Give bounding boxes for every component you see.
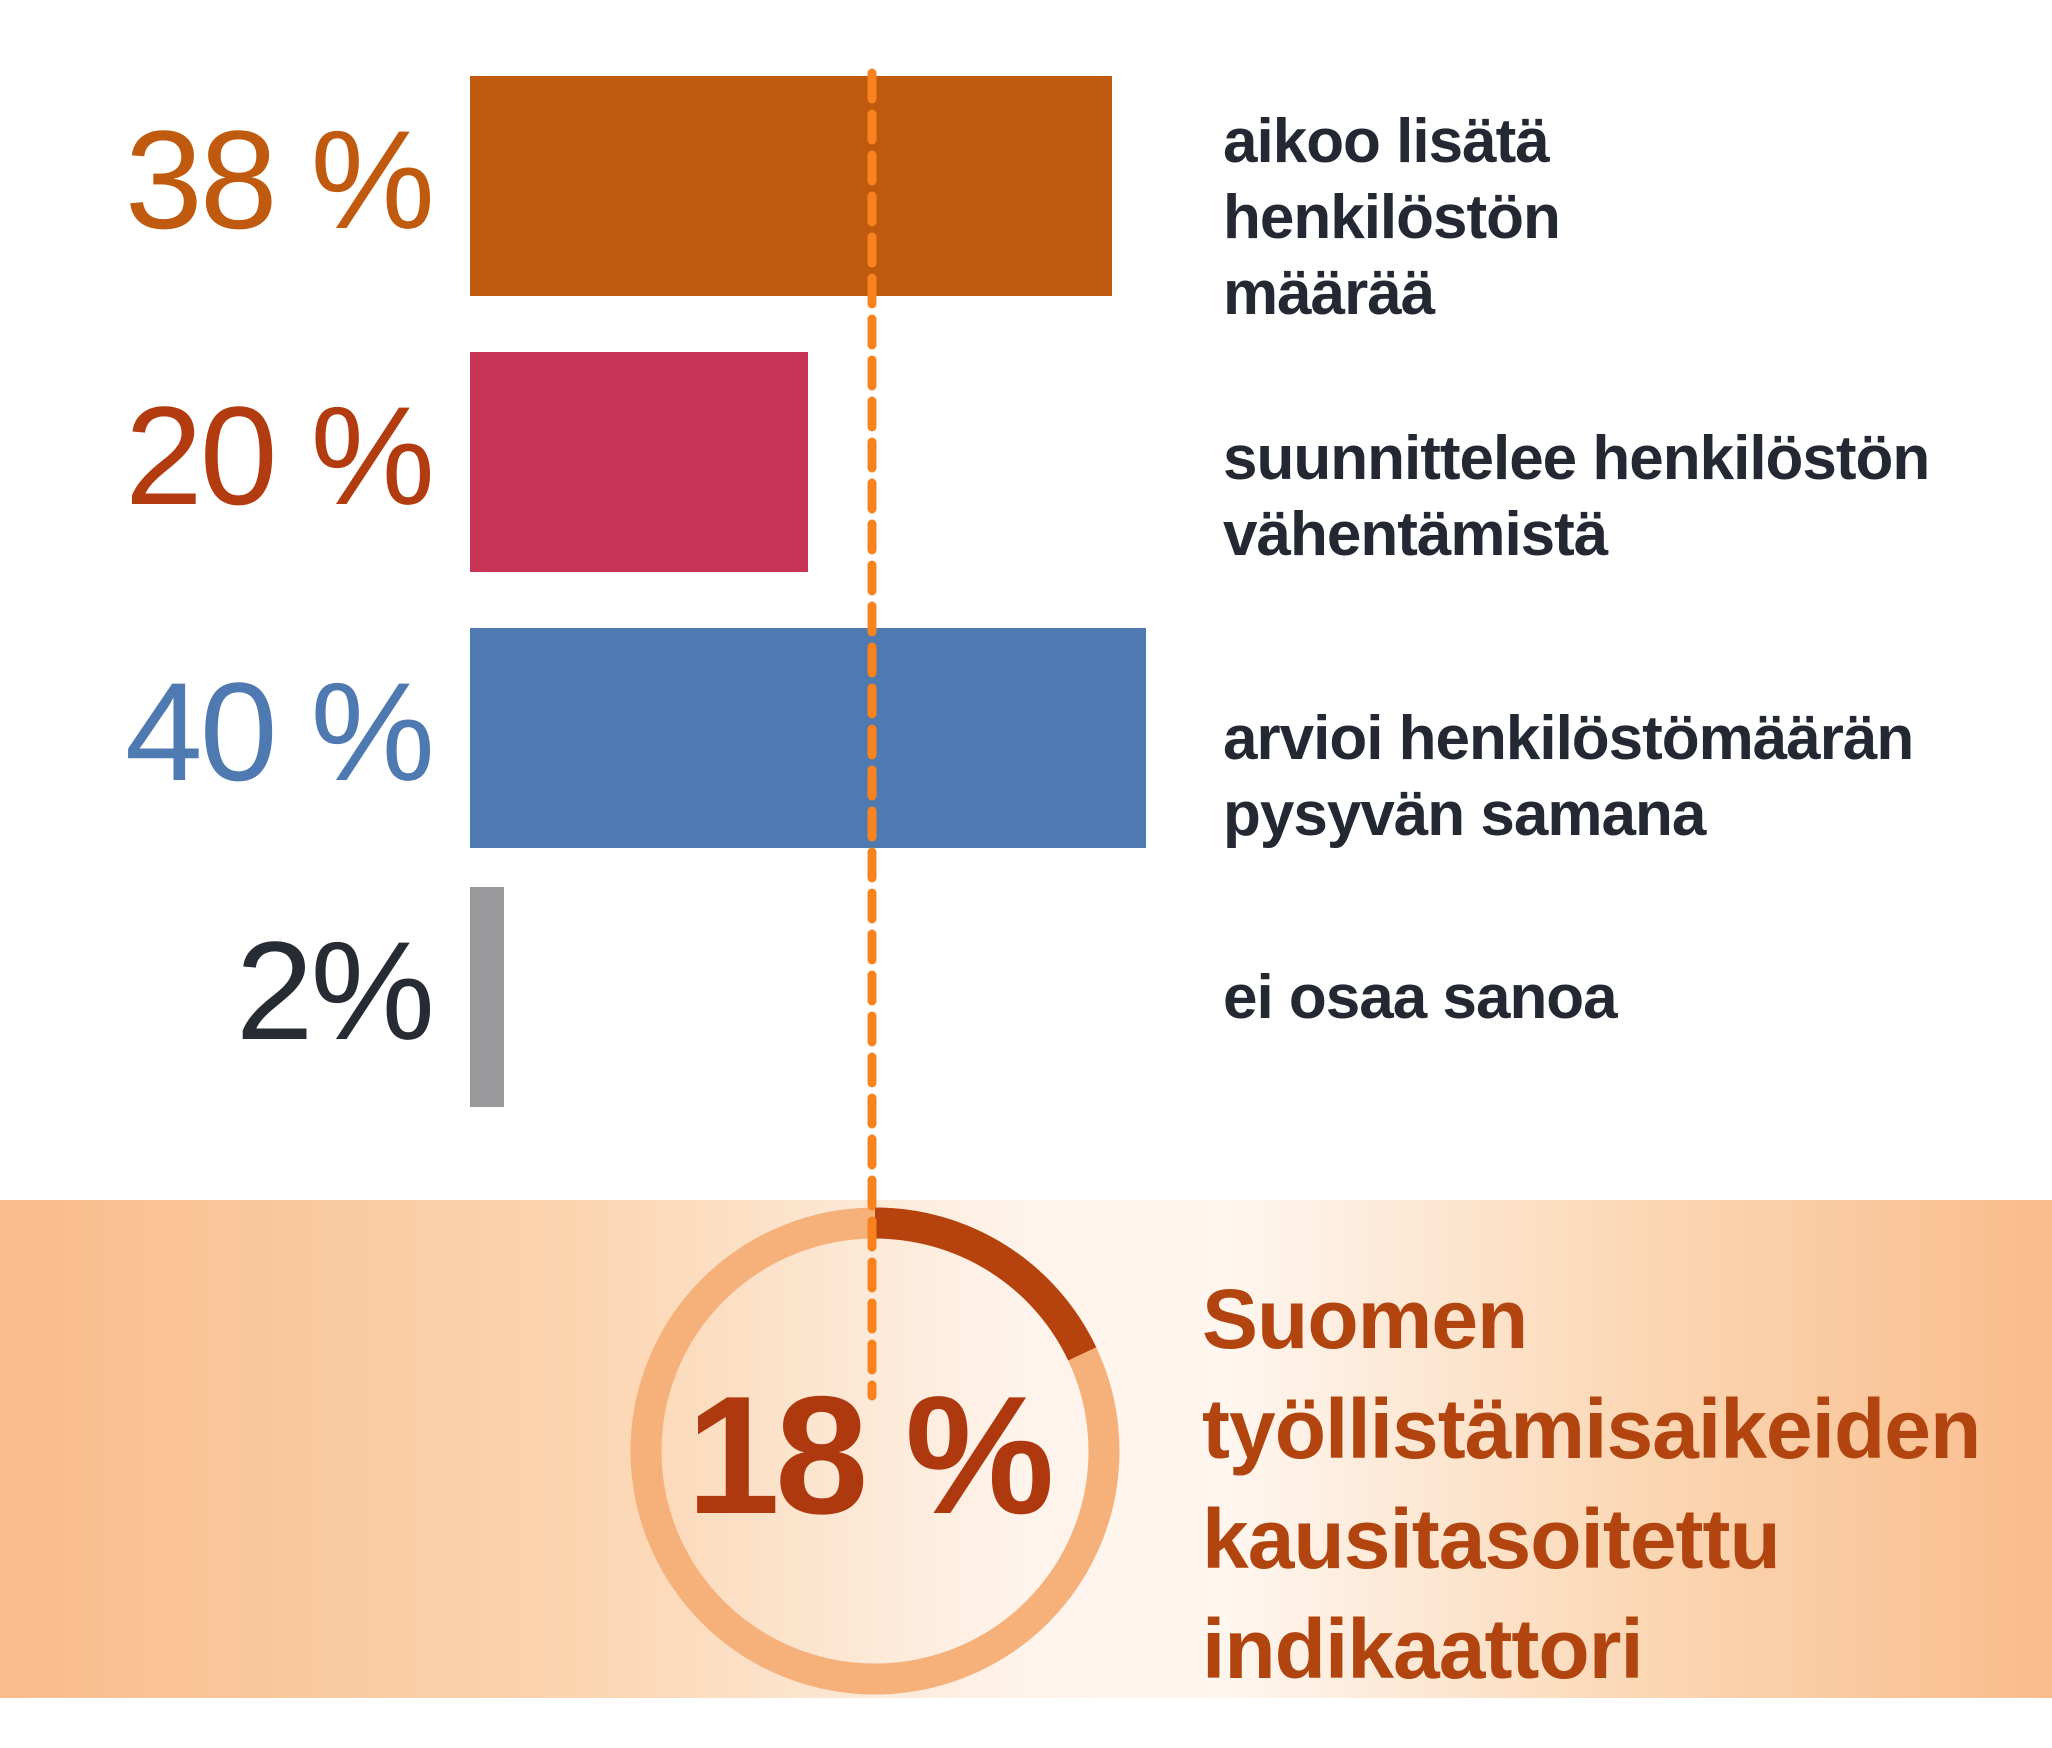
bar-value-label: 40 % <box>124 653 435 810</box>
bar-description-line: suunnittelee henkilöstön <box>1223 424 1930 493</box>
bar-value-label: 20 % <box>124 377 435 534</box>
indicator-title: Suomen työllistämisaikeiden kausitasoite… <box>1202 1264 2022 1704</box>
indicator-title-line: työllistämisaikeiden <box>1202 1382 1981 1476</box>
bar <box>470 76 1112 296</box>
bar <box>470 352 808 572</box>
indicator-title-line: Suomen <box>1202 1272 1528 1366</box>
bar-description: ei osaa sanoa <box>1223 960 2023 1036</box>
bar-description-line: ei osaa sanoa <box>1223 963 1618 1032</box>
bar <box>470 628 1146 848</box>
indicator-value: 18 % <box>686 1361 1055 1549</box>
bar-value-label: 38 % <box>124 101 435 258</box>
indicator-title-line: indikaattori <box>1202 1602 1644 1696</box>
bar-description: aikoo lisätä henkilöstön määrää <box>1223 104 2023 332</box>
bar-description-line: arvioi henkilöstömäärän <box>1223 704 1914 773</box>
bar-description-line: määrää <box>1223 259 1435 328</box>
bar-description: arvioi henkilöstömäärän pysyvän samana <box>1223 701 2023 853</box>
bar-description-line: aikoo lisätä <box>1223 107 1550 176</box>
bar-description-line: vähentämistä <box>1223 500 1608 569</box>
bar-value-label: 2% <box>235 912 435 1069</box>
bar-description: suunnittelee henkilöstön vähentämistä <box>1223 421 2023 573</box>
indicator-title-line: kausitasoitettu <box>1202 1492 1781 1586</box>
bar-description-line: pysyvän samana <box>1223 780 1706 849</box>
bar-description-line: henkilöstön <box>1223 183 1561 252</box>
bar <box>470 887 504 1107</box>
